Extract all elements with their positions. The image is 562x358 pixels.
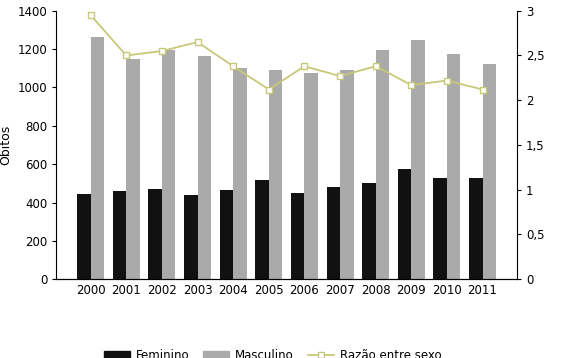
Bar xyxy=(433,178,447,279)
Bar xyxy=(327,187,340,279)
Legend: Feminino, Masculino, Razão entre sexo: Feminino, Masculino, Razão entre sexo xyxy=(99,344,446,358)
Bar xyxy=(375,50,389,279)
Bar xyxy=(220,190,233,279)
Bar xyxy=(447,54,460,279)
Bar xyxy=(184,195,198,279)
Y-axis label: Óbitos: Óbitos xyxy=(0,125,12,165)
Bar xyxy=(77,194,90,279)
Bar xyxy=(398,169,411,279)
Bar xyxy=(340,70,353,279)
Bar xyxy=(255,180,269,279)
Bar xyxy=(269,70,282,279)
Bar xyxy=(162,50,175,279)
Bar xyxy=(198,56,211,279)
Bar xyxy=(469,178,483,279)
Bar xyxy=(291,193,305,279)
Bar xyxy=(126,59,140,279)
Bar xyxy=(411,40,425,279)
Bar xyxy=(483,64,496,279)
Bar xyxy=(90,37,104,279)
Bar xyxy=(305,73,318,279)
Bar xyxy=(362,183,375,279)
Bar xyxy=(233,68,247,279)
Bar xyxy=(113,190,126,279)
Bar xyxy=(148,189,162,279)
